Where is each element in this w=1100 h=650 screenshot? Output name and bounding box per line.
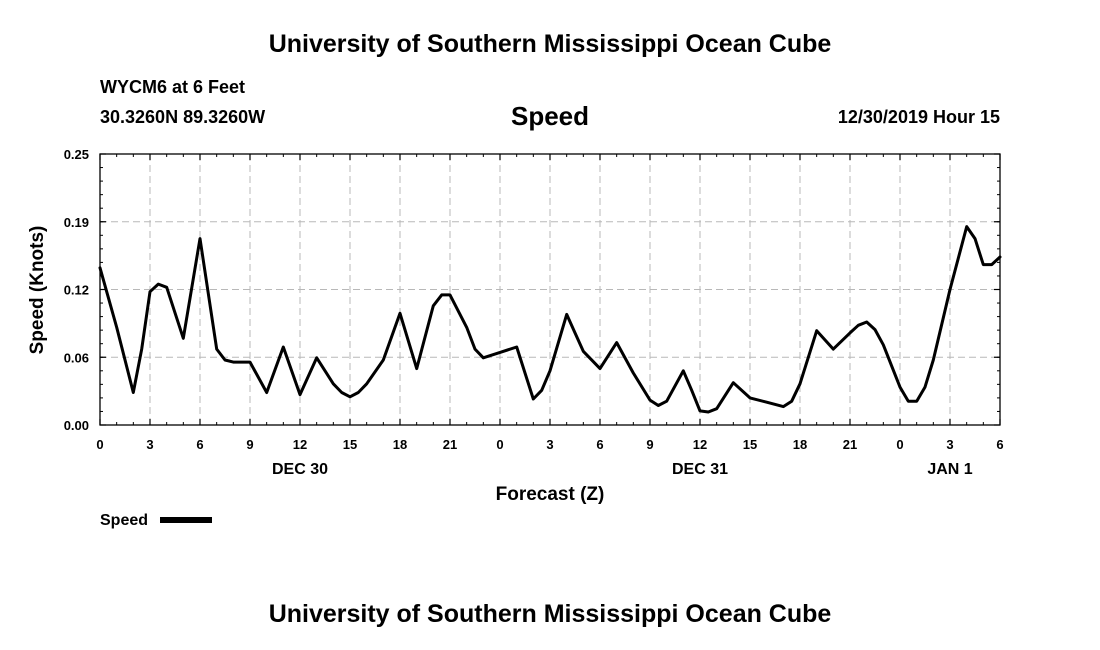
y-tick-label: 0.06: [64, 350, 89, 365]
x-tick-label: 9: [646, 437, 653, 452]
x-tick-label: 0: [496, 437, 503, 452]
x-tick-label: 3: [546, 437, 553, 452]
x-tick-label: 6: [596, 437, 603, 452]
x-day-label: JAN 1: [927, 461, 972, 478]
series-layer: [98, 225, 1002, 414]
grid: [100, 154, 1000, 425]
x-day-label: DEC 31: [672, 461, 728, 478]
x-tick-label: 15: [343, 437, 357, 452]
x-tick-label: 9: [246, 437, 253, 452]
series-line-speed: [98, 225, 1002, 414]
x-tick-label: 6: [196, 437, 203, 452]
x-tick-label: 12: [693, 437, 707, 452]
footer-title: University of Southern Mississippi Ocean…: [268, 600, 832, 628]
y-tick-label: 0.12: [64, 283, 89, 298]
x-tick-label: 21: [443, 437, 457, 452]
axis-ticks: 0 3 6 9 12 15 18 21 0 3 6 9 12 15 18 21 0 3 6 0.00 0.06 0.12 0…: [64, 147, 1004, 478]
y-tick-label: 0.00: [64, 418, 89, 433]
x-axis-label: Forecast (Z): [496, 484, 605, 505]
coordinates-label: 30.3260N 89.3260W: [100, 107, 266, 127]
x-tick-label: 6: [996, 437, 1003, 452]
y-tick-label: 0.25: [64, 147, 89, 162]
legend: Speed: [100, 512, 212, 529]
x-tick-label: 12: [293, 437, 307, 452]
x-tick-label: 3: [946, 437, 953, 452]
legend-label: Speed: [100, 512, 148, 529]
page-title: University of Southern Mississippi Ocean…: [268, 30, 832, 58]
chart-title: Speed: [510, 101, 590, 131]
y-tick-label: 0.19: [64, 215, 89, 230]
x-tick-label: 18: [793, 437, 807, 452]
x-tick-label: 0: [896, 437, 903, 452]
x-tick-label: 21: [843, 437, 857, 452]
legend-swatch: [160, 517, 212, 523]
station-label: WYCM6 at 6 Feet: [100, 77, 246, 97]
x-tick-label: 18: [393, 437, 407, 452]
y-axis-label: Speed (Knots): [27, 226, 48, 355]
forecast-timestamp: 12/30/2019 Hour 15: [837, 107, 1000, 127]
x-tick-label: 0: [96, 437, 103, 452]
x-tick-label: 3: [146, 437, 153, 452]
x-tick-label: 15: [743, 437, 757, 452]
x-day-label: DEC 30: [272, 461, 328, 478]
